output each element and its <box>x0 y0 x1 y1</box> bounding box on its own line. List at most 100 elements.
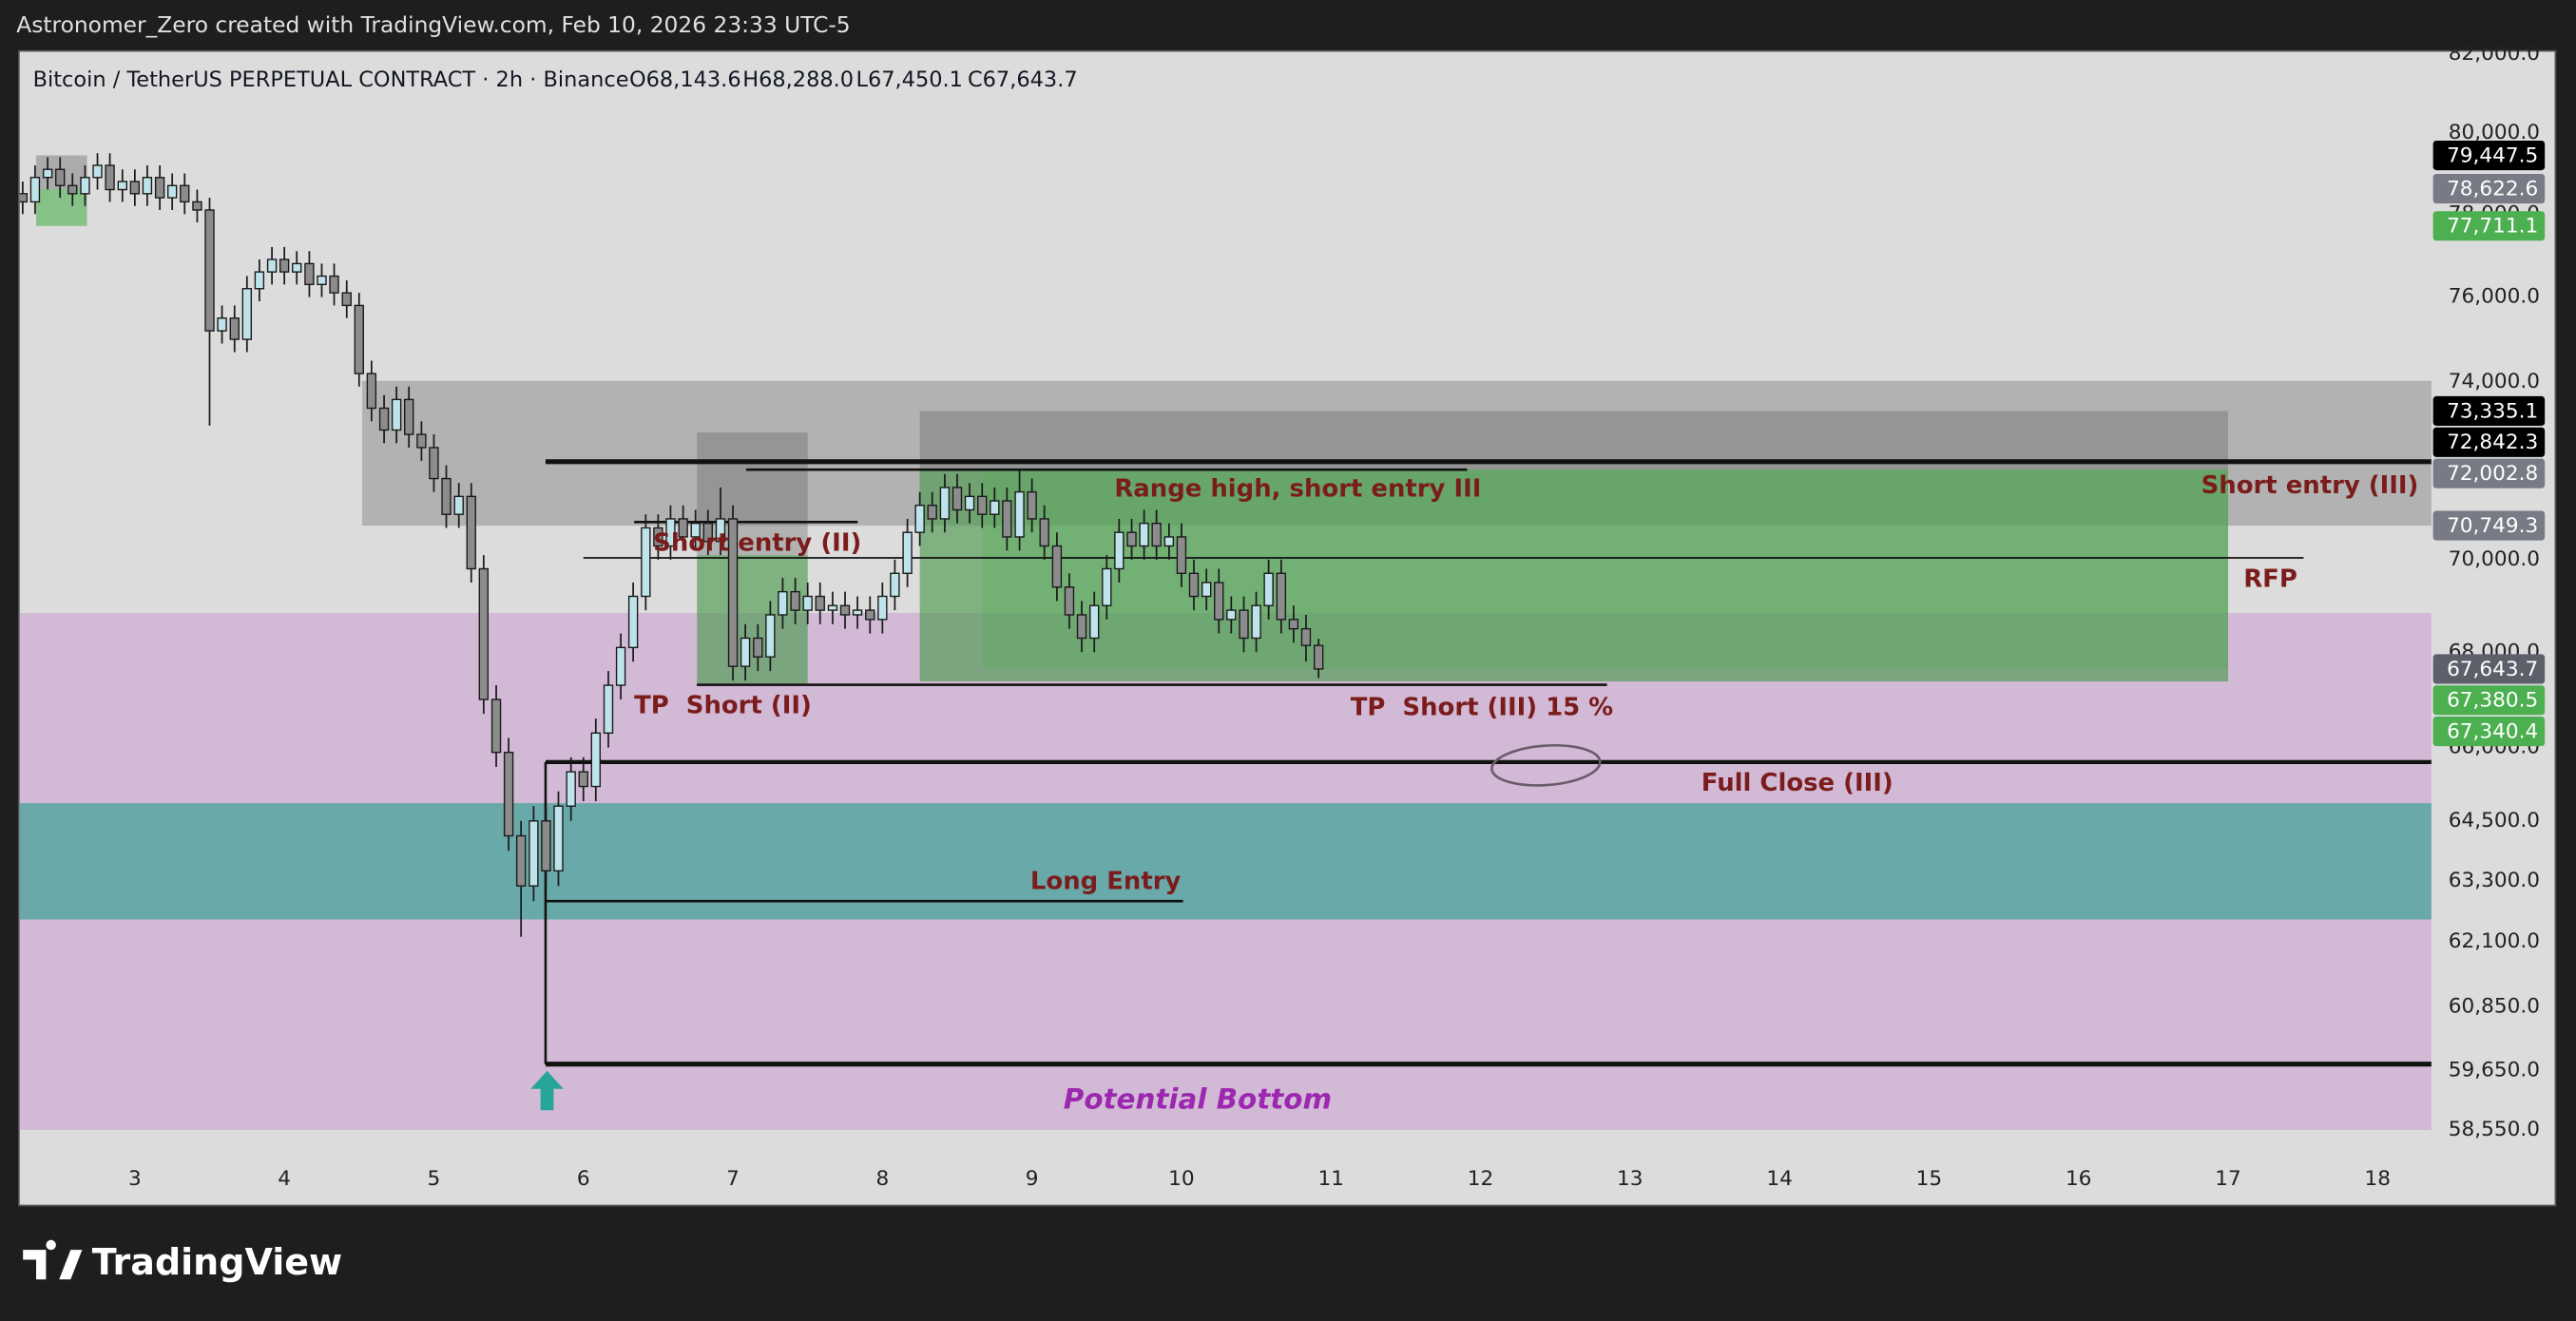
price-badge <box>2432 395 2546 427</box>
candle-body <box>690 523 701 538</box>
annotation: Short entry (III) <box>2201 471 2419 500</box>
candle-body <box>1201 582 1212 598</box>
candle-body <box>1239 609 1249 640</box>
candle-body <box>341 292 352 307</box>
candle-body <box>1276 572 1287 621</box>
candle-body <box>55 168 66 186</box>
candle-body <box>765 614 776 658</box>
candle-body <box>42 168 53 179</box>
candle-body <box>378 407 390 431</box>
candle-body <box>1263 572 1274 606</box>
candle-body <box>1226 609 1237 621</box>
candle-body <box>590 732 601 788</box>
x-tick-label: 8 <box>875 1167 889 1191</box>
candles <box>19 153 1324 937</box>
candle-body <box>254 271 265 290</box>
zones <box>19 155 2432 1130</box>
candle-body <box>702 523 713 543</box>
x-tick-label: 15 <box>1916 1167 1942 1191</box>
x-tick-label: 3 <box>128 1167 142 1191</box>
ohlc-open: O68,143.6 <box>629 67 741 92</box>
candle-body <box>204 209 215 332</box>
candle-body <box>1188 572 1200 598</box>
y-tick-label: 64,500.0 <box>2449 809 2540 833</box>
zone <box>919 469 2228 682</box>
candle-body <box>952 487 963 511</box>
candle-body <box>790 590 800 611</box>
candle-body <box>441 477 452 515</box>
logo-mark <box>23 1239 83 1280</box>
candle-body <box>541 820 551 872</box>
attribution: Astronomer_Zero created with TradingView… <box>16 11 850 38</box>
candle-body <box>490 699 502 754</box>
price-badge-label: 67,340.4 <box>2447 719 2538 743</box>
candle-body <box>515 834 527 887</box>
price-badge-label: 67,380.5 <box>2447 689 2538 713</box>
candle-body <box>1313 644 1324 670</box>
x-tick-label: 16 <box>2066 1167 2091 1191</box>
annotation: Full Close (III) <box>1701 769 1894 797</box>
price-badge <box>2432 685 2546 716</box>
brand-logo: TradingView <box>23 1239 342 1283</box>
price-badge <box>2432 211 2546 241</box>
candle-body <box>1102 567 1112 606</box>
x-tick-label: 17 <box>2215 1167 2240 1191</box>
candle-body <box>1089 604 1100 640</box>
zone <box>36 188 87 226</box>
annotation: Short entry (II) <box>653 529 861 558</box>
candle-body <box>466 495 476 570</box>
candle-body <box>105 164 115 191</box>
candle-body <box>453 495 464 515</box>
candle-body <box>304 262 315 286</box>
candle-body <box>839 604 851 616</box>
ohlc-low: L67,450.1 <box>855 67 963 92</box>
y-tick-label: 63,300.0 <box>2449 869 2540 892</box>
price-badge <box>2432 427 2546 457</box>
candle-body <box>266 258 278 273</box>
candle-body <box>939 487 951 520</box>
candle-body <box>1064 586 1075 616</box>
price-badge <box>2432 717 2546 747</box>
legend: Bitcoin / TetherUS PERPETUAL CONTRACT · … <box>33 67 1078 92</box>
candle-body <box>92 164 103 179</box>
price-badge <box>2432 140 2546 171</box>
ohlc-high: H68,288.0 <box>742 67 854 92</box>
candle-body <box>1002 500 1012 538</box>
candle-body <box>553 805 564 872</box>
price-badge-label: 79,447.5 <box>2447 144 2538 167</box>
x-tick-label: 5 <box>428 1167 441 1191</box>
candle-body <box>391 398 402 431</box>
price-badge-label: 73,335.1 <box>2447 399 2538 423</box>
y-tick-label: 58,550.0 <box>2449 1118 2540 1141</box>
candle-body <box>279 258 290 273</box>
candle-body <box>217 317 227 332</box>
candle-body <box>429 447 439 480</box>
zone <box>19 803 2432 920</box>
x-tick-label: 4 <box>278 1167 291 1191</box>
y-tick-label: 82,000.0 <box>2449 42 2540 66</box>
x-tick-label: 11 <box>1317 1167 1343 1191</box>
hand-drawn-circle <box>1490 743 1602 787</box>
candle-body <box>117 181 127 191</box>
y-tick-label: 74,000.0 <box>2449 370 2540 393</box>
x-tick-label: 10 <box>1168 1167 1194 1191</box>
price-badge-label: 77,711.1 <box>2447 215 2538 239</box>
candle-body <box>329 275 339 294</box>
candle-body <box>1139 523 1149 547</box>
candle-body <box>566 771 576 807</box>
candle-body <box>416 433 427 449</box>
x-tick-label: 7 <box>726 1167 740 1191</box>
x-tick-label: 6 <box>577 1167 590 1191</box>
annotation: TP Short (II) <box>634 692 812 720</box>
y-tick-label: 70,000.0 <box>2449 547 2540 571</box>
candle-body <box>366 373 377 410</box>
candle-body <box>166 184 178 199</box>
candle-body <box>914 505 925 533</box>
candle-body <box>1114 531 1125 570</box>
y-tick-label: 76,000.0 <box>2449 285 2540 309</box>
price-badge-label: 67,643.7 <box>2447 658 2538 681</box>
candle-body <box>990 500 1000 515</box>
candle-body <box>354 304 364 374</box>
candle-body <box>180 184 190 203</box>
